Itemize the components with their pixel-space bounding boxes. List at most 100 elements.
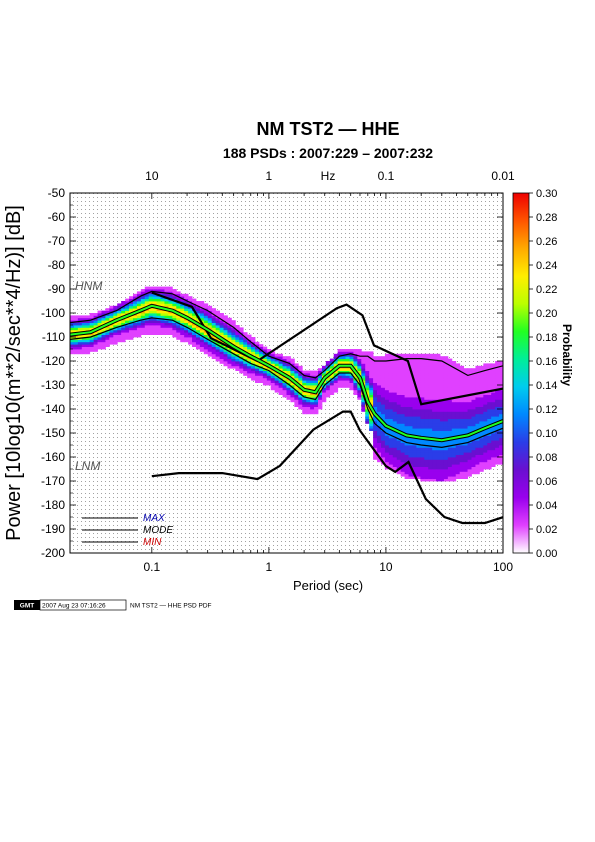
heatmap-cell: [451, 430, 457, 434]
heatmap-cell: [451, 394, 457, 398]
heatmap-cell: [172, 291, 177, 295]
heatmap-cell: [160, 320, 165, 323]
heatmap-cell: [377, 401, 382, 405]
heatmap-cell: [483, 406, 488, 410]
heatmap-cell: [475, 433, 480, 436]
heatmap-cell: [412, 397, 417, 400]
heatmap-cell: [408, 471, 413, 475]
heatmap-cell: [416, 361, 421, 364]
heatmap-cell: [416, 454, 421, 458]
heatmap-cell: [400, 454, 405, 458]
heatmap-cell: [286, 385, 291, 388]
heatmap-cell: [290, 397, 295, 400]
heatmap-cell: [380, 447, 386, 451]
heatmap-cell: [255, 373, 260, 376]
heatmap-cell: [377, 423, 382, 427]
heatmap-cell: [345, 356, 350, 359]
heatmap-cell: [432, 425, 437, 429]
heatmap-cell: [400, 461, 405, 465]
heatmap-cell: [255, 365, 260, 369]
heatmap-cell: [298, 375, 303, 379]
heatmap-cell: [459, 473, 465, 477]
heatmap-cell: [404, 476, 409, 479]
heatmap-cell: [432, 353, 437, 357]
heatmap-cell: [278, 365, 283, 369]
heatmap-cell: [207, 327, 213, 331]
heatmap-cell: [467, 389, 472, 393]
heatmap-cell: [483, 404, 488, 407]
heatmap-cell: [436, 473, 441, 477]
heatmap-cell: [164, 327, 169, 331]
heatmap-cell: [93, 339, 98, 343]
heatmap-cell: [136, 320, 142, 323]
heatmap-cell: [416, 445, 421, 448]
heatmap-cell: [101, 315, 106, 319]
heatmap-cell: [467, 399, 472, 403]
heatmap-cell: [396, 361, 402, 364]
heatmap-cell: [73, 341, 79, 345]
heatmap-cell: [424, 353, 429, 357]
heatmap-cell: [377, 382, 382, 386]
heatmap-cell: [436, 375, 441, 379]
heatmap-cell: [408, 363, 413, 367]
heatmap-cell: [471, 440, 476, 443]
heatmap-cell: [499, 425, 503, 429]
heatmap-cell: [400, 377, 405, 381]
heatmap-cell: [136, 332, 142, 335]
heatmap-cell: [380, 404, 386, 407]
heatmap-cell: [443, 433, 449, 436]
heatmap-cell: [365, 358, 370, 362]
heatmap-cell: [475, 421, 480, 424]
x-tick-label: 100: [493, 560, 513, 574]
heatmap-cell: [349, 351, 354, 355]
heatmap-cell: [459, 428, 465, 431]
heatmap-cell: [184, 322, 189, 326]
heatmap-cell: [467, 435, 472, 439]
heatmap-cell: [168, 291, 173, 295]
heatmap-cell: [483, 392, 488, 395]
heatmap-cell: [408, 411, 413, 415]
heatmap-cell: [231, 358, 236, 362]
heatmap-cell: [428, 461, 433, 465]
heatmap-cell: [373, 365, 378, 369]
heatmap-cell: [369, 421, 374, 424]
heatmap-cell: [369, 392, 374, 395]
heatmap-cell: [455, 425, 461, 429]
heatmap-cell: [455, 473, 461, 477]
heatmap-cell: [455, 461, 461, 465]
heatmap-cell: [455, 421, 461, 424]
heatmap-cell: [436, 442, 441, 446]
heatmap-cell: [365, 389, 370, 393]
heatmap-cell: [463, 397, 468, 400]
heatmap-cell: [105, 344, 110, 347]
heatmap-cell: [369, 375, 374, 379]
heatmap-cell: [487, 409, 492, 412]
heatmap-cell: [203, 303, 209, 307]
heatmap-cell: [282, 382, 287, 386]
heatmap-cell: [365, 361, 370, 364]
heatmap-cell: [463, 377, 468, 381]
heatmap-cell: [451, 368, 457, 371]
heatmap-cell: [337, 382, 343, 386]
heatmap-cell: [317, 406, 323, 410]
heatmap-cell: [384, 447, 390, 451]
heatmap-cell: [172, 303, 177, 307]
heatmap-cell: [475, 435, 480, 439]
heatmap-cell: [113, 322, 118, 326]
heatmap-cell: [278, 387, 283, 391]
heatmap-cell: [432, 373, 437, 376]
colorbar-tick-label: 0.18: [536, 332, 557, 344]
heatmap-cell: [479, 457, 484, 460]
heatmap-cell: [463, 406, 468, 410]
heatmap-cell: [211, 353, 217, 357]
heatmap-cell: [231, 361, 236, 364]
heatmap-cell: [392, 380, 398, 383]
heatmap-cell: [129, 332, 134, 335]
heatmap-cell: [432, 382, 437, 386]
heatmap-cell: [361, 397, 366, 400]
heatmap-cell: [479, 380, 484, 383]
heatmap-cell: [384, 370, 390, 374]
heatmap-cell: [447, 416, 453, 419]
heatmap-cell: [483, 413, 488, 417]
heatmap-cell: [388, 459, 394, 463]
